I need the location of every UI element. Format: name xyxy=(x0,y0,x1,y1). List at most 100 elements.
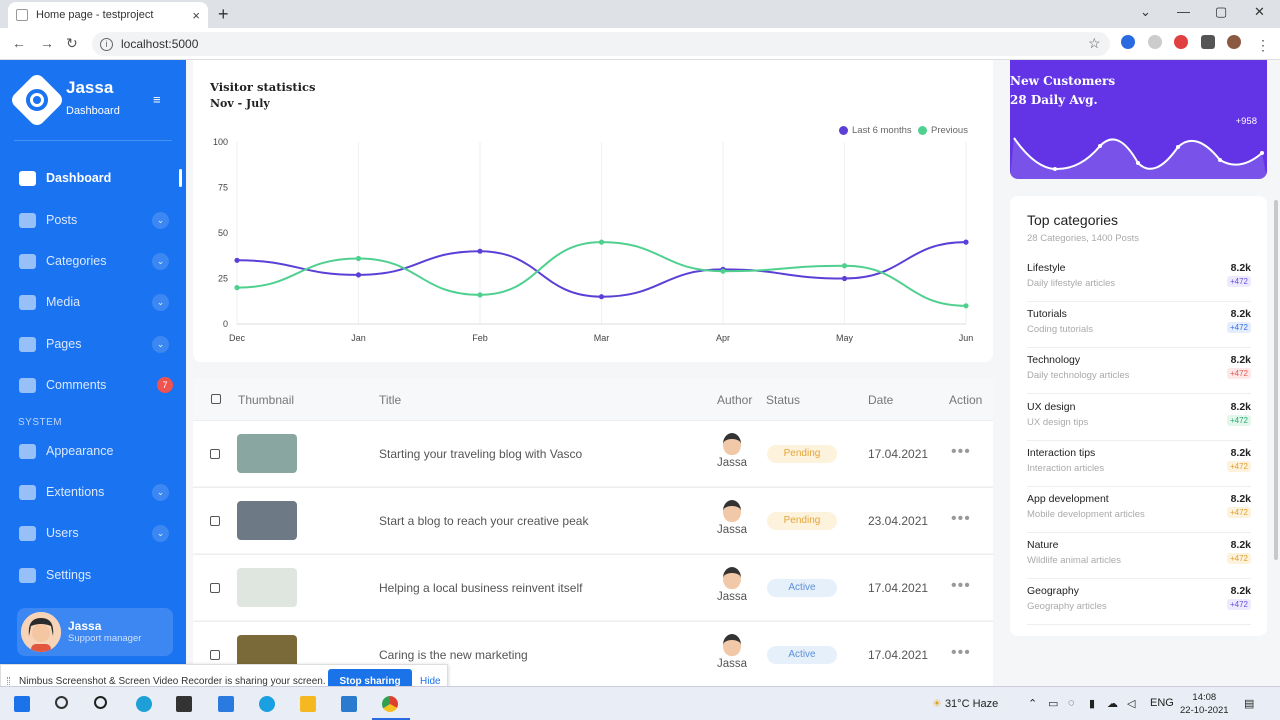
forward-button[interactable]: → xyxy=(40,35,54,51)
row-checkbox[interactable] xyxy=(210,516,220,526)
sidebar-item-label: Categories xyxy=(46,254,107,268)
clock[interactable]: 14:08 22-10-2021 xyxy=(1180,691,1229,717)
y-tick-label: 75 xyxy=(218,183,228,193)
extensions-puzzle-icon[interactable] xyxy=(1201,35,1215,49)
collapse-menu-icon[interactable]: ≡ xyxy=(153,92,161,107)
sidebar-item-appearance[interactable]: Appearance xyxy=(0,436,186,466)
weather-sun-icon: ☀ xyxy=(932,698,942,710)
battery-icon[interactable]: ▭ xyxy=(1048,698,1059,710)
drag-handle[interactable] xyxy=(7,677,10,687)
data-point xyxy=(720,268,726,274)
sidebar-item-dashboard[interactable]: Dashboard xyxy=(0,163,186,193)
minimize-button[interactable]: — xyxy=(1177,4,1190,19)
maximize-button[interactable]: ▢ xyxy=(1215,4,1228,19)
chrome-icon[interactable] xyxy=(382,696,398,712)
store-icon[interactable] xyxy=(176,696,192,712)
search-icon[interactable] xyxy=(55,696,68,709)
bookmark-star-icon[interactable]: ☆ xyxy=(1088,35,1101,51)
sidebar-item-pages[interactable]: Pages ⌄ xyxy=(0,329,186,359)
sidebar-item-settings[interactable]: Settings xyxy=(0,560,186,590)
sidebar-item-extensions[interactable]: Extentions ⌄ xyxy=(0,477,186,507)
sidebar-item-comments[interactable]: Comments 7 xyxy=(0,370,186,400)
sidebar-item-posts[interactable]: Posts ⌄ xyxy=(0,205,186,235)
chevron-down-icon[interactable]: ⌄ xyxy=(152,335,169,353)
language-indicator[interactable]: ENG xyxy=(1150,697,1174,709)
extension-record-icon[interactable] xyxy=(1174,35,1188,49)
chevron-down-icon[interactable]: ⌄ xyxy=(152,211,169,229)
start-button-icon[interactable] xyxy=(14,696,30,712)
table-row[interactable]: Start a blog to reach your creative peak… xyxy=(193,487,993,553)
active-indicator xyxy=(179,169,182,187)
row-thumbnail[interactable] xyxy=(237,501,297,540)
category-item[interactable]: Nature Wildlife animal articles 8.2k +47… xyxy=(1027,533,1251,580)
chevron-down-icon[interactable]: ⌄ xyxy=(152,252,169,270)
category-item[interactable]: App development Mobile development artic… xyxy=(1027,487,1251,533)
data-point xyxy=(598,294,605,300)
sidebar-item-categories[interactable]: Categories ⌄ xyxy=(0,246,186,276)
sidebar-item-label: Comments xyxy=(46,378,107,392)
profile-avatar-icon[interactable] xyxy=(1227,35,1241,49)
chevron-down-icon[interactable]: ⌄ xyxy=(152,524,169,542)
tray-chevron-up-icon[interactable]: ⌃ xyxy=(1028,698,1038,710)
chevron-down-icon[interactable]: ⌄ xyxy=(152,293,169,311)
site-info-icon[interactable]: i xyxy=(100,37,113,51)
row-title[interactable]: Starting your traveling blog with Vasco xyxy=(379,447,583,461)
back-button[interactable]: ← xyxy=(12,35,26,51)
row-action-more-icon[interactable]: ••• xyxy=(951,510,971,527)
sidebar-item-media[interactable]: Media ⌄ xyxy=(0,287,186,317)
browser-menu-icon[interactable]: ⋮ xyxy=(1256,37,1270,53)
mic-icon[interactable]: ▮ xyxy=(1089,698,1096,710)
volume-icon[interactable]: ◁ xyxy=(1127,698,1136,710)
category-item[interactable]: UX design UX design tips 8.2k +472 xyxy=(1027,395,1251,441)
extension-icon-1[interactable] xyxy=(1121,35,1135,49)
row-action-more-icon[interactable]: ••• xyxy=(951,577,971,594)
user-card[interactable]: Jassa Support manager xyxy=(17,608,173,656)
category-item[interactable]: Geography Geography articles 8.2k +472 xyxy=(1027,579,1251,626)
comments-icon xyxy=(19,377,36,393)
weather-widget[interactable]: ☀ 31°C Haze xyxy=(932,697,998,710)
cloud-icon[interactable]: ☁ xyxy=(1107,698,1118,710)
tab-search-button[interactable]: ⌄ xyxy=(1140,4,1151,19)
window-close-button[interactable]: ✕ xyxy=(1254,4,1265,19)
category-item[interactable]: Interaction tips Interaction articles 8.… xyxy=(1027,441,1251,487)
new-customers-title: New Customers 28 Daily Avg. xyxy=(1010,72,1115,110)
hide-button[interactable]: Hide xyxy=(420,676,441,687)
visitor-statistics-card xyxy=(193,60,993,362)
legend-item-previous[interactable]: Previous xyxy=(918,125,968,136)
status-badge: Active xyxy=(767,579,837,597)
row-checkbox[interactable] xyxy=(210,650,220,660)
row-checkbox[interactable] xyxy=(210,583,220,593)
file-explorer-icon[interactable] xyxy=(300,696,316,712)
mail-icon[interactable] xyxy=(218,696,234,712)
url-bar[interactable]: i localhost:5000 xyxy=(92,32,1110,56)
reload-button[interactable]: ↻ xyxy=(66,35,78,51)
extension-shield-icon[interactable] xyxy=(1148,35,1162,49)
row-title[interactable]: Start a blog to reach your creative peak xyxy=(379,514,589,528)
table-row[interactable]: Helping a local business reinvent itself… xyxy=(193,554,993,620)
row-action-more-icon[interactable]: ••• xyxy=(951,644,971,661)
tab-close-button[interactable]: × xyxy=(192,7,200,23)
category-item[interactable]: Technology Daily technology articles 8.2… xyxy=(1027,348,1251,395)
network-icon[interactable]: ◌ xyxy=(1068,697,1075,709)
task-view-icon[interactable] xyxy=(94,696,107,709)
category-item[interactable]: Lifestyle Daily lifestyle articles 8.2k … xyxy=(1027,256,1251,302)
table-row[interactable]: Starting your traveling blog with Vasco … xyxy=(193,420,993,486)
row-title[interactable]: Helping a local business reinvent itself xyxy=(379,581,583,595)
category-item[interactable]: Tutorials Coding tutorials 8.2k +472 xyxy=(1027,302,1251,349)
vscode-icon[interactable] xyxy=(341,696,357,712)
browser-tab[interactable]: Home page - testproject × xyxy=(8,2,208,28)
skype-icon[interactable] xyxy=(259,696,275,712)
row-thumbnail[interactable] xyxy=(237,568,297,607)
row-checkbox[interactable] xyxy=(210,449,220,459)
row-action-more-icon[interactable]: ••• xyxy=(951,443,971,460)
row-title[interactable]: Caring is the new marketing xyxy=(379,648,528,662)
row-thumbnail[interactable] xyxy=(237,434,297,473)
legend-item-last-6-months[interactable]: Last 6 months xyxy=(839,125,912,136)
select-all-checkbox[interactable] xyxy=(211,394,221,404)
chevron-down-icon[interactable]: ⌄ xyxy=(152,483,169,501)
new-tab-button[interactable]: + xyxy=(218,4,229,24)
sidebar-item-users[interactable]: Users ⌄ xyxy=(0,518,186,548)
notifications-icon[interactable]: ▤ xyxy=(1244,698,1255,710)
edge-icon[interactable] xyxy=(136,696,152,712)
scrollbar[interactable] xyxy=(1274,200,1278,560)
